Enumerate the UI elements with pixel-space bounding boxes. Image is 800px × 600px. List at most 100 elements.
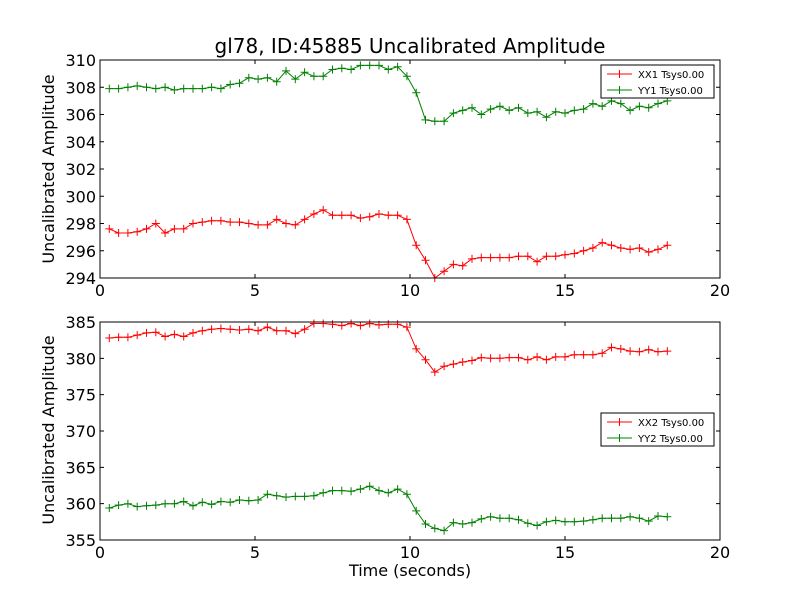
- series-xx1: [105, 205, 672, 282]
- data-point: [291, 329, 300, 338]
- data-point: [449, 260, 458, 269]
- data-point: [300, 68, 309, 77]
- data-point: [644, 103, 653, 112]
- data-point: [570, 350, 579, 359]
- data-point: [440, 526, 449, 535]
- data-point: [235, 79, 244, 88]
- data-point: [123, 229, 132, 237]
- y-tick-label: 370: [65, 422, 96, 441]
- data-point: [300, 325, 309, 334]
- data-point: [114, 501, 123, 510]
- y-tick-label: 300: [65, 187, 96, 206]
- bottom-subplot: Uncalibrated Amplitude Time (seconds) 0 5…: [39, 313, 730, 580]
- data-point: [337, 64, 346, 73]
- data-point: [421, 520, 430, 528]
- bottom-legend: XX2 Tsys0.00 YY2 Tsys0.00: [600, 412, 715, 447]
- data-point: [644, 248, 653, 257]
- data-point: [430, 117, 439, 126]
- y-tick-label: 365: [65, 458, 96, 477]
- legend-label: XX2 Tsys0.00: [638, 418, 704, 429]
- data-point: [468, 254, 476, 263]
- data-point: [477, 353, 486, 362]
- data-point: [356, 485, 365, 494]
- data-point: [375, 61, 383, 70]
- top-y-axis-label: Uncalibrated Amplitude: [39, 74, 58, 263]
- data-point: [347, 319, 356, 328]
- data-point: [579, 350, 588, 359]
- data-point: [551, 252, 560, 261]
- data-point: [375, 210, 383, 218]
- data-point: [495, 354, 504, 363]
- data-point: [133, 227, 142, 236]
- data-point: [561, 352, 569, 361]
- data-point: [486, 512, 495, 521]
- data-point: [272, 77, 281, 86]
- data-point: [142, 328, 151, 337]
- data-point: [319, 72, 328, 81]
- y-tick-label: 308: [65, 78, 96, 97]
- data-point: [161, 83, 170, 92]
- data-point: [468, 518, 476, 527]
- data-point: [579, 517, 588, 526]
- data-point: [114, 84, 123, 93]
- data-point: [505, 514, 514, 523]
- data-point: [635, 514, 644, 523]
- data-point: [328, 65, 337, 74]
- data-point: [300, 492, 309, 501]
- data-point: [412, 506, 421, 515]
- y-tick-label: 304: [65, 133, 96, 152]
- data-point: [207, 325, 216, 334]
- data-point: [226, 325, 235, 334]
- y-tick-label: 380: [65, 349, 96, 368]
- legend-marker: [615, 70, 624, 78]
- data-point: [477, 514, 486, 523]
- data-point: [216, 84, 225, 93]
- data-point: [263, 323, 272, 332]
- data-point: [170, 499, 179, 508]
- data-point: [393, 485, 402, 494]
- data-point: [114, 333, 123, 342]
- data-point: [142, 224, 151, 233]
- data-point: [272, 491, 281, 500]
- data-point: [226, 80, 235, 89]
- data-point: [495, 514, 504, 523]
- data-point: [375, 486, 383, 495]
- y-tick-label: 302: [65, 160, 96, 179]
- data-point: [561, 517, 569, 526]
- data-point: [523, 519, 532, 528]
- data-point: [123, 333, 132, 342]
- data-point: [616, 344, 625, 353]
- data-point: [254, 496, 263, 504]
- data-point: [356, 321, 365, 330]
- data-point: [151, 219, 160, 228]
- data-point: [626, 512, 635, 521]
- data-point: [440, 362, 449, 371]
- top-subplot: gl78, ID:45885 Uncalibrated Amplitude Un…: [39, 34, 730, 300]
- x-tick-label: 0: [95, 281, 105, 300]
- data-point: [477, 253, 486, 262]
- data-point: [356, 61, 365, 70]
- data-point: [579, 105, 588, 114]
- data-point: [607, 514, 616, 523]
- data-point: [328, 211, 337, 220]
- data-point: [626, 347, 635, 356]
- data-point: [309, 491, 318, 500]
- data-point: [505, 106, 514, 115]
- series-xx2: [105, 319, 672, 377]
- data-point: [616, 244, 625, 252]
- data-point: [626, 245, 635, 254]
- data-point: [319, 205, 328, 214]
- data-point: [588, 515, 597, 524]
- data-point: [282, 219, 290, 228]
- data-point: [430, 524, 439, 533]
- x-tick-label: 20: [710, 281, 730, 300]
- data-point: [514, 252, 523, 261]
- data-point: [179, 332, 188, 341]
- data-point: [189, 219, 197, 228]
- data-point: [337, 486, 346, 495]
- data-point: [133, 81, 142, 90]
- data-point: [393, 211, 402, 220]
- y-tick-label: 298: [65, 215, 96, 234]
- data-point: [551, 107, 560, 116]
